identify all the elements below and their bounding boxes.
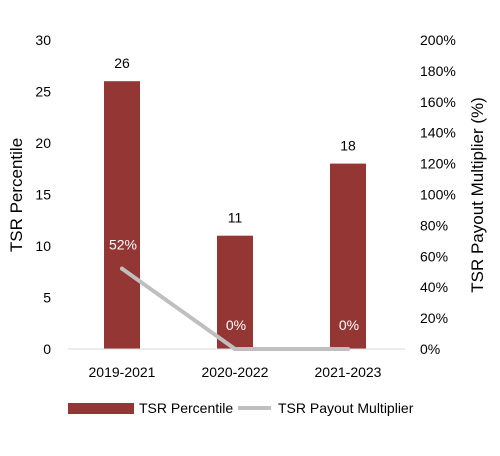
bar [104, 81, 140, 349]
line-point [346, 347, 350, 351]
left-tick-label: 0 [43, 341, 51, 357]
right-tick-label: 160% [420, 94, 456, 110]
category-label: 2019-2021 [89, 364, 156, 380]
y2-axis-title: TSR Payout Multiplier (%) [468, 97, 487, 293]
left-axis-ticks: 0 5 10 15 20 25 30 [35, 32, 51, 357]
legend-label-bar: TSR Percentile [139, 400, 233, 416]
right-tick-label: 0% [420, 341, 440, 357]
right-tick-label: 200% [420, 32, 456, 48]
right-tick-label: 20% [420, 310, 448, 326]
right-axis-ticks: 0% 20% 40% 60% 80% 100% 120% 140% 160% 180% 200% [420, 32, 456, 357]
legend-label-line: TSR Payout Multiplier [278, 400, 414, 416]
bar-data-labels: 26 11 18 [114, 55, 356, 226]
left-tick-label: 25 [35, 84, 51, 100]
bar-value-label: 11 [228, 210, 243, 226]
right-tick-label: 40% [420, 279, 448, 295]
right-tick-label: 140% [420, 125, 456, 141]
left-tick-label: 15 [35, 187, 51, 203]
right-tick-label: 100% [420, 187, 456, 203]
category-labels: 2019-2021 2020-2022 2021-2023 [89, 364, 382, 380]
line-series [120, 266, 350, 351]
y-axis-title: TSR Percentile [7, 138, 26, 252]
left-tick-label: 30 [35, 32, 51, 48]
legend: TSR Percentile TSR Payout Multiplier [68, 400, 414, 416]
line-point [120, 266, 124, 271]
left-tick-label: 10 [35, 238, 51, 254]
bar-value-label: 26 [114, 55, 130, 71]
bar [217, 235, 253, 349]
legend-swatch-bar [68, 403, 134, 414]
line-data-labels: 52% 0% 0% [109, 237, 359, 333]
category-label: 2020-2022 [202, 364, 269, 380]
bar-series [104, 81, 366, 349]
left-tick-label: 20 [35, 135, 51, 151]
line-value-label: 0% [226, 317, 246, 333]
line-value-label: 0% [339, 317, 359, 333]
bar [330, 163, 366, 349]
right-tick-label: 80% [420, 217, 448, 233]
left-tick-label: 5 [43, 290, 51, 306]
category-label: 2021-2023 [315, 364, 382, 380]
line-point [233, 347, 237, 351]
right-tick-label: 120% [420, 156, 456, 172]
right-tick-label: 180% [420, 63, 456, 79]
bar-value-label: 18 [340, 138, 356, 154]
line-value-label: 52% [109, 237, 137, 253]
right-tick-label: 60% [420, 248, 448, 264]
